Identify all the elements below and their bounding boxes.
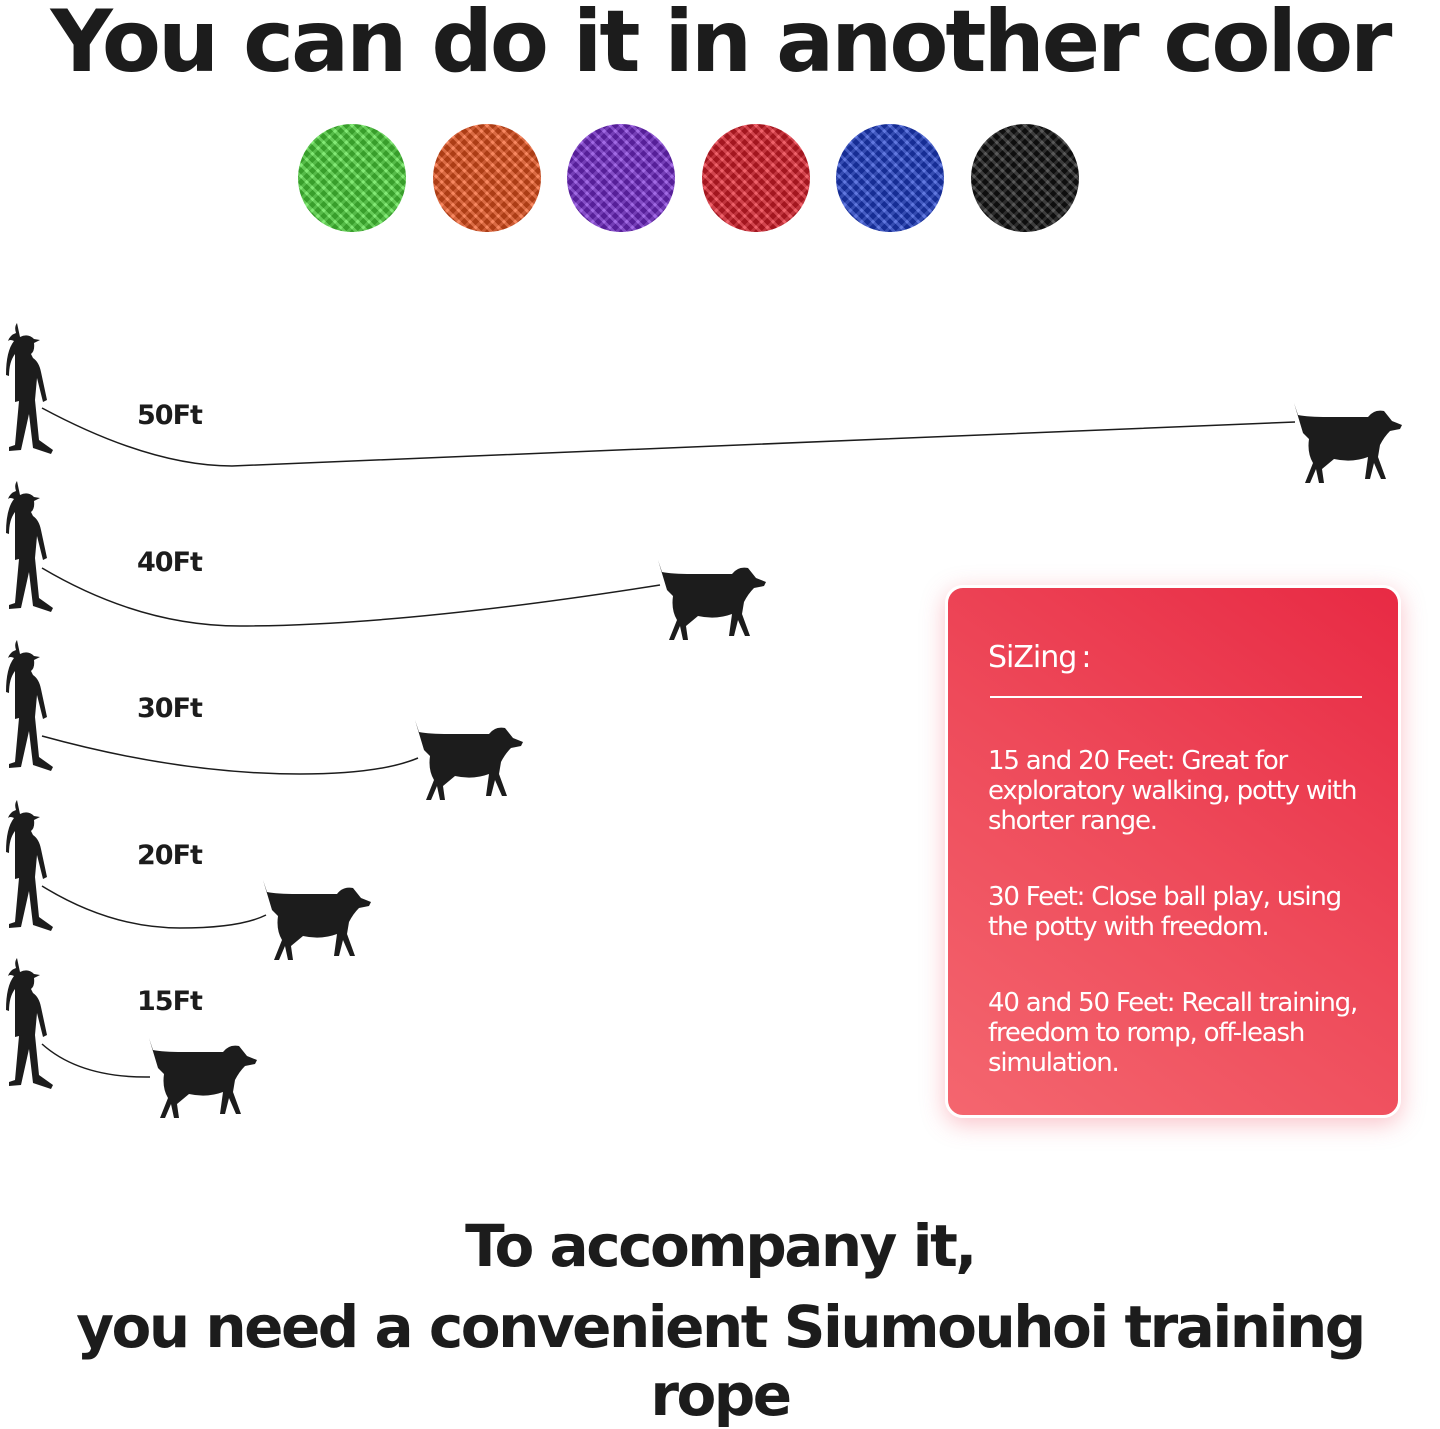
leash-line <box>41 735 419 775</box>
footer-line-2: you need a convenient Siumouhoi training… <box>76 1293 1366 1429</box>
walker-silhouette-icon <box>6 323 53 454</box>
leash-line <box>41 1043 151 1078</box>
leash-length-illustration <box>6 323 1402 1118</box>
dog-silhouette-icon <box>149 1038 257 1118</box>
walker-silhouette-icon <box>6 481 53 612</box>
leash-line <box>41 407 1296 467</box>
divider <box>990 696 1362 698</box>
color-swatch-green[interactable] <box>298 124 406 232</box>
walker-silhouette-icon <box>6 958 53 1089</box>
color-swatch-red[interactable] <box>702 124 810 232</box>
color-swatch-blue[interactable] <box>836 124 944 232</box>
sizing-item-30: 30 Feet: Close ball play, using the pott… <box>988 882 1342 942</box>
sizing-item-15-20: 15 and 20 Feet: Great for exploratory wa… <box>988 746 1357 836</box>
dog-silhouette-icon <box>1294 403 1402 483</box>
length-label-15ft: 15Ft <box>137 986 203 1017</box>
length-label-50ft: 50Ft <box>137 400 203 431</box>
length-label-20ft: 20Ft <box>137 840 203 871</box>
row-50ft <box>6 323 1402 483</box>
color-swatch-purple[interactable] <box>567 124 675 232</box>
sizing-item-40-50: 40 and 50 Feet: Recall training, freedom… <box>988 988 1358 1078</box>
length-label-30ft: 30Ft <box>137 693 203 724</box>
color-swatch-orange[interactable] <box>433 124 541 232</box>
row-15ft <box>6 958 257 1118</box>
row-40ft <box>6 481 766 640</box>
length-label-40ft: 40Ft <box>137 547 203 578</box>
dog-silhouette-icon <box>263 880 371 960</box>
dog-silhouette-icon <box>415 720 523 800</box>
leash-line <box>41 567 661 627</box>
row-20ft <box>6 800 371 960</box>
sizing-title: SiZing : <box>988 640 1091 675</box>
dog-silhouette-icon <box>658 560 766 640</box>
footer-line-1: To accompany it, <box>465 1212 977 1280</box>
headline: You can do it in another color <box>50 0 1393 92</box>
sizing-card: SiZing : 15 and 20 Feet: Great for explo… <box>945 585 1401 1118</box>
leash-line <box>41 885 267 929</box>
row-30ft <box>6 640 523 800</box>
walker-silhouette-icon <box>6 800 53 931</box>
color-swatch-black[interactable] <box>971 124 1079 232</box>
walker-silhouette-icon <box>6 640 53 771</box>
